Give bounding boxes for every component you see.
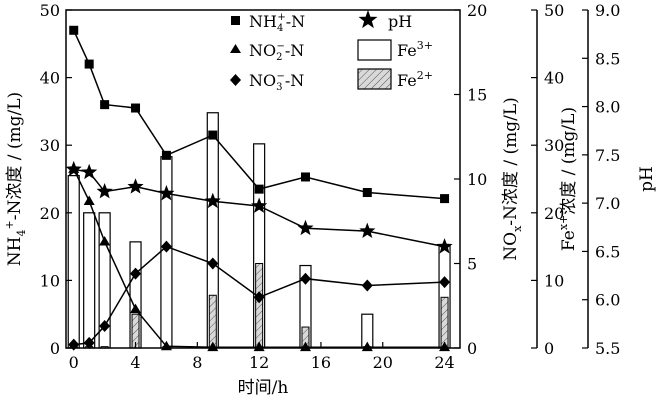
ph-point — [204, 192, 221, 209]
fe3-bar — [67, 175, 80, 349]
ph-point — [158, 184, 175, 201]
no3-n-point — [439, 276, 451, 289]
nh4-n-point — [208, 130, 218, 140]
fe2-bar — [440, 296, 449, 349]
fe-bars — [67, 112, 451, 349]
no3-n-point — [160, 240, 172, 253]
nh4-n-line — [73, 29, 445, 200]
left-tick-label: 40 — [40, 69, 60, 88]
ph-point — [96, 183, 113, 199]
legend-marker-fe2 — [357, 68, 392, 90]
ph-tick-label: 7.0 — [595, 194, 620, 213]
nh4-n-point — [131, 103, 141, 113]
ph-point — [297, 219, 314, 236]
nox-tick-label: 5 — [467, 255, 477, 274]
fe-tick-label: 10 — [544, 271, 564, 290]
nox-tick-label: 0 — [467, 339, 477, 358]
legend-label-nh4: NH4+-N — [249, 12, 305, 34]
nox-tick-label: 20 — [467, 1, 487, 20]
fe2-bar — [208, 294, 217, 349]
ph-point — [65, 160, 82, 177]
ph-tick-label: 5.5 — [595, 339, 620, 358]
ph-tick-label: 6.0 — [595, 291, 620, 310]
fe-tick-label: 0 — [544, 339, 554, 358]
nh4-n-point — [161, 150, 171, 160]
fe-tick-label: 30 — [544, 136, 564, 155]
no3-n-point — [83, 336, 95, 349]
x-tick-label: 0 — [69, 353, 79, 372]
ph-tick-label: 6.5 — [595, 242, 620, 261]
nh4-n-point — [100, 100, 110, 110]
legend-label-no2: NO2−-N — [249, 41, 304, 63]
nh4-n-point — [440, 194, 450, 204]
fe-tick-label: 20 — [544, 204, 564, 223]
no3-n-point — [299, 272, 311, 285]
nh4-n-point — [69, 25, 79, 35]
nh4-n-point — [254, 184, 264, 194]
no2-n-point — [299, 341, 311, 352]
fe3-bar — [83, 212, 96, 349]
nox-tick-label: 10 — [467, 170, 487, 189]
nh4-n-point — [362, 188, 372, 198]
nh4-n-point — [300, 172, 310, 182]
x-tick-label: 12 — [249, 353, 269, 372]
series-markers — [65, 25, 453, 352]
no3-n-line — [73, 245, 445, 346]
legend-marker-ph — [358, 10, 378, 29]
series-lines — [73, 29, 445, 348]
no2-n-point — [207, 341, 219, 352]
no2-n-line — [73, 168, 445, 348]
legend-label-fe2: Fe2+ — [397, 69, 433, 90]
nox-axis-title: NOx-N浓度 / (mg/L) — [501, 97, 524, 260]
no2-n-point — [361, 341, 373, 352]
fe2-bar — [255, 263, 264, 349]
no3-n-point — [361, 279, 373, 292]
fe-tick-label: 50 — [544, 1, 564, 20]
nh4-n-point — [84, 59, 94, 69]
legend-marker-nh4 — [231, 16, 240, 25]
nox-tick-label: 15 — [467, 86, 487, 105]
x-tick-label: 20 — [373, 353, 393, 372]
ph-point — [436, 238, 453, 254]
x-tick-label: 24 — [434, 353, 454, 372]
legend-label-fe3: Fe3+ — [397, 39, 433, 60]
x-tick-label: 4 — [130, 353, 140, 372]
left-tick-label: 50 — [40, 1, 60, 20]
no2-n-point — [130, 303, 142, 314]
no2-n-point — [99, 236, 111, 246]
ph-tick-label: 8.5 — [595, 49, 620, 68]
x-axis-title: 时间/h — [238, 378, 289, 398]
left-axis-title: NH4+-N浓度 / (mg/L) — [3, 92, 28, 266]
no3-n-point — [130, 267, 142, 280]
ph-axis-title: pH — [637, 166, 657, 192]
no3-n-point — [253, 291, 265, 304]
ph-tick-label: 8.0 — [595, 98, 620, 117]
no2-n-point — [83, 195, 95, 205]
fe-axis-title: Fex+浓度 / (mg/L) — [557, 107, 579, 251]
x-tick-label: 8 — [192, 353, 202, 372]
no3-n-point — [207, 257, 219, 270]
legend-label-ph: pH — [388, 12, 412, 31]
ph-tick-label: 7.5 — [595, 146, 620, 165]
ph-tick-label: 9.0 — [595, 1, 620, 20]
legend-marker-fe3 — [357, 39, 392, 61]
left-tick-label: 20 — [40, 204, 60, 223]
ph-line — [73, 168, 445, 248]
no3-n-point — [99, 320, 111, 333]
ph-point — [251, 197, 268, 213]
ph-point — [81, 163, 98, 180]
legend-marker-no3 — [230, 74, 241, 86]
x-tick-label: 16 — [311, 353, 331, 372]
left-tick-label: 30 — [40, 136, 60, 155]
fe-tick-label: 40 — [544, 69, 564, 88]
left-tick-label: 10 — [40, 271, 60, 290]
ph-point — [127, 178, 144, 194]
legend-marker-no2 — [230, 44, 241, 53]
left-tick-label: 0 — [50, 339, 60, 358]
legend: NH4+-N pH NO2−-N Fe3+ NO3−-N Fe2+ — [230, 10, 433, 93]
axes: 0 4 8 12 16 20 24 0 10 20 30 40 50 0 5 10 15 20 0 10 20 30 40 5… — [40, 1, 621, 372]
ph-point — [359, 222, 376, 239]
legend-label-no3: NO3−-N — [249, 71, 304, 93]
